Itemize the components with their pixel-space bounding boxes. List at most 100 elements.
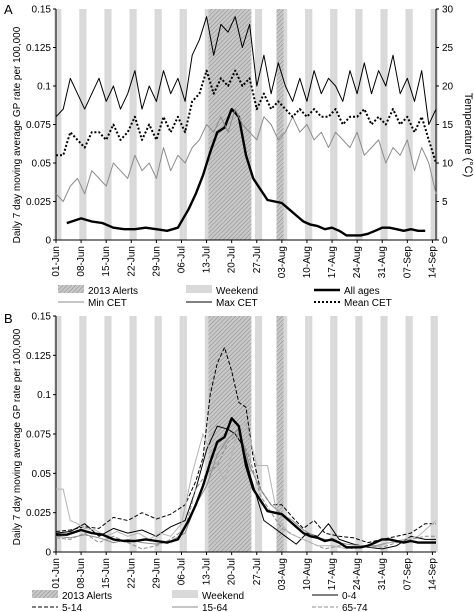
chart-b-weekend-band (258, 316, 263, 552)
chart-a-xtick-label: 07-Sep (402, 246, 413, 279)
chart-a-ytick-label: 0.075 (26, 120, 51, 131)
chart-a-legend-weekend-label: Weekend (216, 286, 258, 297)
chart-a-y2tick-label: 15 (442, 120, 454, 131)
chart-a-ytick-label: 0.15 (32, 5, 52, 16)
chart-a-xtick-label: 14-Sep (427, 246, 438, 279)
chart-a-y2label: Temperature (°C) (462, 93, 474, 177)
chart-a-xtick-label: 20-Jul (227, 246, 238, 273)
chart-a-xtick-label: 31-Aug (377, 246, 388, 278)
chart-a-weekend-band (430, 9, 435, 240)
chart-a-y2tick-label: 20 (442, 82, 454, 93)
chart-a-xtick-label: 13-Jul (202, 246, 213, 273)
chart-a-ytick-label: 0.05 (32, 159, 52, 170)
chart-a-weekend-band (183, 9, 187, 240)
chart-a-weekend-band (258, 9, 263, 240)
chart-b-weekend-band (405, 316, 410, 552)
chart-a-weekend-band (158, 9, 162, 240)
chart-b-legend-65-74-label: 65-74 (342, 603, 368, 612)
chart-b-weekend-band (79, 316, 83, 552)
chart-a-legend-max-cet-label: Max CET (216, 298, 258, 309)
chart-b-xtick-label: 03-Aug (277, 558, 288, 590)
chart-a-legend-weekend-swatch (186, 285, 212, 293)
chart-b-ytick-label: 0.1 (37, 390, 51, 401)
chart-b-xtick-label: 06-Jul (176, 558, 187, 585)
chart-b-xtick-label: 31-Aug (377, 558, 388, 590)
chart-a-weekend-band (355, 9, 359, 240)
chart-a-legend: 2013 Alerts Weekend All ages Min CET Max CET… (58, 285, 392, 309)
chart-a-ytick-label: 0.025 (26, 197, 51, 208)
chart-b-xtick-label: 17-Aug (327, 558, 338, 590)
chart-b-weekend-band (380, 316, 385, 552)
chart-b-legend-0-4-label: 0-4 (342, 591, 357, 602)
chart-a-legend-min-cet-label: Min CET (88, 298, 127, 309)
chart-a-xtick-label: 17-Aug (327, 246, 338, 278)
chart-a-weekend-band (104, 9, 108, 240)
chart-a-legend-2013-alerts-label: 2013 Alerts (88, 286, 138, 297)
chart-a-ytick-label: 0.125 (26, 43, 51, 54)
panel-label-a: A (4, 2, 13, 17)
chart-a-weekend-band (405, 9, 410, 240)
chart-b-weekend-band (57, 316, 62, 552)
chart-b-xtick-label: 01-Jun (51, 558, 62, 589)
chart-b-ytick-label: 0.075 (26, 430, 51, 441)
chart-b-weekend-band (308, 316, 313, 552)
chart-a-weekend-band (154, 9, 159, 240)
chart-b-weekend-band (305, 316, 309, 552)
chart-a-y2tick-label: 30 (442, 5, 454, 16)
chart-b-weekend-band (430, 316, 435, 552)
chart-b-series-5-14 (55, 347, 436, 544)
chart-a-xtick-label: 01-Jun (51, 246, 62, 277)
chart-a-xtick-label: 22-Jun (126, 246, 137, 277)
chart-a-weekend-band (133, 9, 137, 240)
chart-b-legend: 2013 AlertsWeekend0-45-1415-6465-74>=75A… (32, 590, 368, 612)
chart-a-series-min-cet (55, 108, 437, 202)
chart-b-weekend-band (129, 316, 134, 552)
chart-b-weekend-band (384, 316, 388, 552)
chart-b-legend-5-14-label: 5-14 (62, 603, 82, 612)
chart-a-series-all-ages (66, 107, 426, 237)
chart-b-weekend-band (104, 316, 108, 552)
chart-b-weekend-band (409, 316, 413, 552)
chart-a-y2tick-label: 0 (442, 236, 448, 247)
chart-b-ytick-label: 0 (45, 548, 51, 559)
chart-a-weekend-band (333, 9, 338, 240)
chart-a-xtick-label: 03-Aug (277, 246, 288, 278)
chart-b-weekend-band (158, 316, 162, 552)
chart-a-y2tick-label: 10 (442, 159, 454, 170)
chart-a-weekend-band (82, 9, 87, 240)
chart-a-y2tick-label: 25 (442, 43, 454, 54)
chart-b-plot: 0 0.025 0.05 0.075 0.1 0.125 0.15 01-Jun 08-Jun 1… (26, 312, 438, 591)
chart-a-xtick-label: 15-Jun (101, 246, 112, 277)
chart-a-legend-all-ages-label: All ages (344, 286, 380, 297)
chart-b-ytick-label: 0.025 (26, 508, 51, 519)
chart-b-weekend-band (333, 316, 338, 552)
chart-b-xtick-label: 15-Jun (101, 558, 112, 589)
chart-a-weekend-band (283, 9, 288, 240)
chart-a-ylabel: Daily 7 day moving average GP rate per 1… (12, 26, 23, 243)
chart-a-weekend-band (254, 9, 259, 240)
chart-b-alert-band (208, 316, 252, 552)
chart-a-weekend-band (358, 9, 363, 240)
chart-b-xtick-label: 22-Jun (126, 558, 137, 589)
chart-a-weekend-band (57, 9, 62, 240)
chart-b-weekend-band (254, 316, 259, 552)
chart-b-weekend-band (330, 316, 334, 552)
chart-a-xtick-label: 24-Aug (352, 246, 363, 278)
chart-b-legend-2013-alerts-swatch (32, 590, 58, 598)
chart-b-xtick-label: 29-Jun (151, 558, 162, 589)
chart-a-xtick-label: 29-Jun (151, 246, 162, 277)
chart-b-weekend-band (154, 316, 159, 552)
chart-a-weekend-band (79, 9, 83, 240)
chart-a-legend-2013-alerts-swatch (58, 285, 84, 293)
chart-b-ytick-label: 0.05 (32, 469, 52, 480)
chart-b-xtick-label: 08-Jun (76, 558, 87, 589)
chart-b-legend-weekend-label: Weekend (202, 591, 244, 602)
chart-a-weekend-band (380, 9, 385, 240)
chart-b-legend-15-64-label: 15-64 (202, 603, 228, 612)
chart-b-xtick-label: 13-Jul (202, 558, 213, 585)
chart-a-alert-band (208, 9, 252, 240)
chart-b-weekend-band (107, 316, 112, 552)
panel-label-b: B (4, 311, 13, 326)
chart-a-weekend-band (308, 9, 313, 240)
